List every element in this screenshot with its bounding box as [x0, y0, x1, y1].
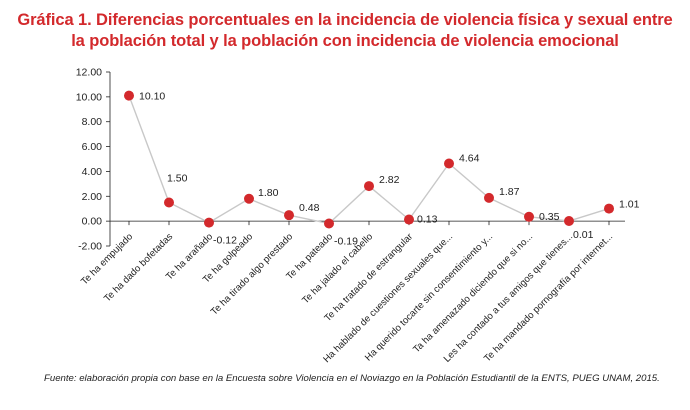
data-label: -0.19: [334, 236, 358, 248]
series-line: [128, 95, 610, 225]
data-point: [284, 210, 294, 221]
data-point: [444, 158, 454, 169]
data-point: [324, 218, 334, 229]
data-label: 1.01: [619, 199, 640, 211]
y-tick-label: -2.00: [78, 241, 102, 253]
y-axis: 12.00 10.00 8.00 6.00 4.00 2.00 0.00 -2.00: [76, 67, 111, 253]
data-point: [564, 216, 574, 227]
data-series: 10.10 1.50 -0.12 1.80 0.48 -0.19 2.82 0.13 4.64 1…: [124, 90, 640, 248]
data-label: 1.87: [499, 186, 520, 198]
data-label: 0.35: [539, 211, 560, 223]
data-label: 1.80: [258, 187, 279, 199]
y-tick-label: 0.00: [82, 216, 103, 228]
y-tick-label: 8.00: [82, 116, 103, 128]
data-label: 4.64: [459, 152, 480, 164]
chart-title-line-1: Gráfica 1. Diferencias porcentuales en l…: [17, 11, 673, 29]
source-footnote: Fuente: elaboración propia con base en l…: [44, 373, 660, 384]
x-category-label: Te ha dado bofetadas: [102, 231, 175, 304]
data-label: 2.82: [379, 174, 400, 186]
data-point: [484, 192, 494, 203]
data-label: 0.48: [299, 202, 320, 214]
data-point: [244, 193, 254, 204]
y-tick-label: 10.00: [76, 91, 102, 103]
data-point: [404, 214, 414, 225]
y-tick-label: 12.00: [76, 67, 102, 79]
data-label: 10.10: [139, 91, 165, 103]
data-point: [604, 203, 614, 214]
chart-title-line-2: la población total y la población con in…: [71, 32, 619, 50]
y-tick-label: 6.00: [82, 141, 103, 153]
data-point: [164, 197, 174, 208]
data-point: [204, 217, 214, 228]
data-label: 0.01: [573, 229, 594, 241]
data-point: [124, 90, 134, 101]
chart-title: Gráfica 1. Diferencias porcentuales en l…: [0, 10, 690, 52]
data-point: [364, 181, 374, 192]
y-tick-label: 2.00: [82, 191, 103, 203]
y-tick-label: 4.00: [82, 166, 103, 178]
data-label: -0.12: [213, 235, 237, 247]
data-point: [524, 211, 534, 222]
data-label: 0.13: [417, 214, 438, 226]
data-label: 1.50: [167, 173, 188, 185]
